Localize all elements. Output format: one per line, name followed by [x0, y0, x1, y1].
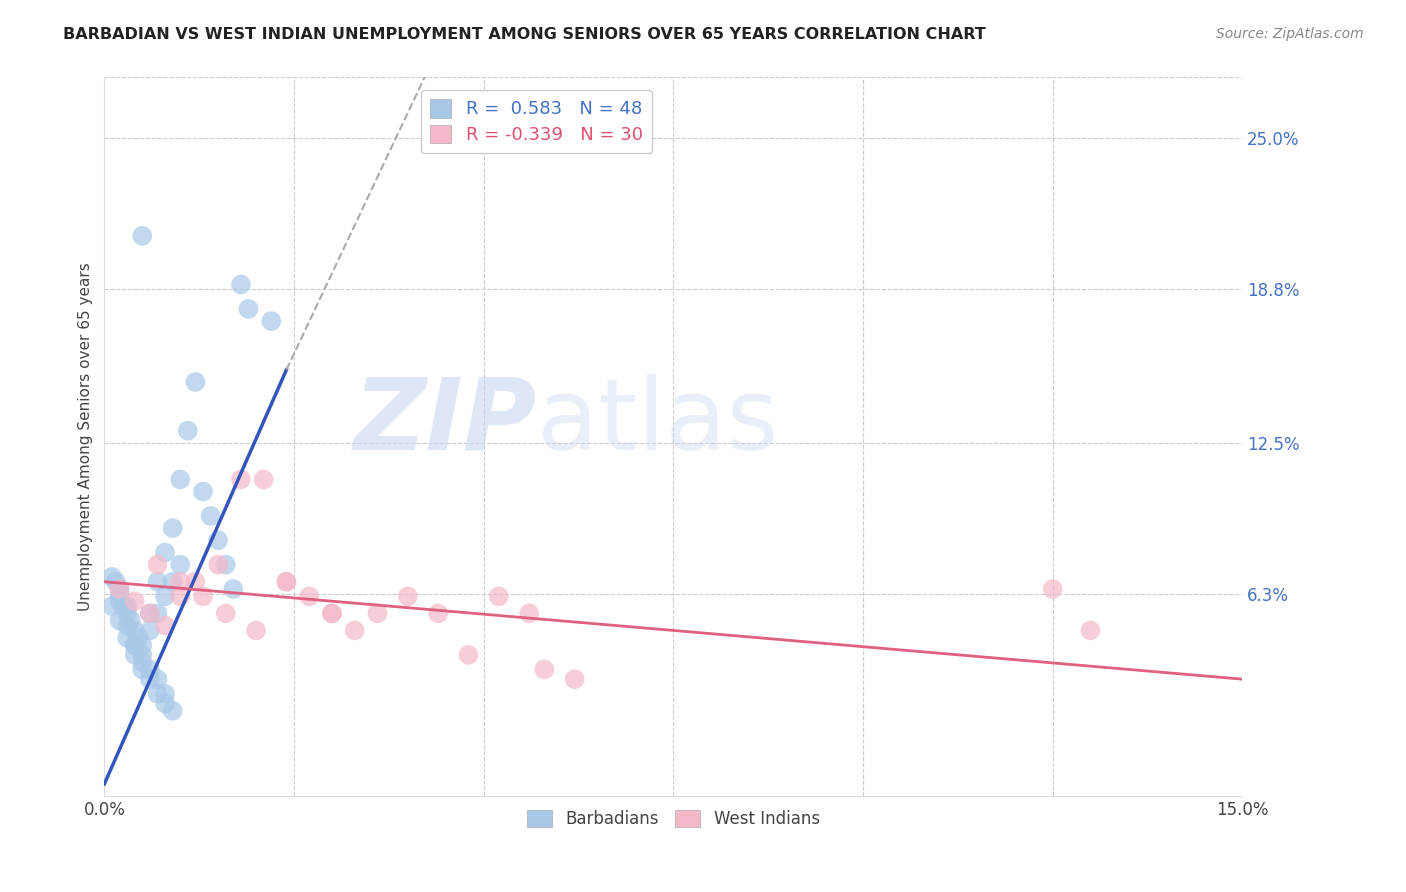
Point: [131, 648, 153, 662]
Point: [162, 704, 184, 718]
Point: [124, 638, 146, 652]
Point: [101, 599, 124, 613]
Point: [108, 582, 131, 596]
Point: [139, 662, 162, 676]
Point: [184, 574, 207, 589]
Point: [162, 574, 184, 589]
Point: [153, 590, 176, 604]
Text: atlas: atlas: [537, 374, 779, 471]
Point: [238, 301, 260, 316]
Point: [124, 648, 146, 662]
Point: [146, 672, 169, 686]
Point: [169, 558, 191, 572]
Point: [253, 472, 276, 486]
Point: [229, 277, 252, 292]
Point: [124, 594, 146, 608]
Point: [366, 607, 388, 621]
Point: [124, 624, 146, 638]
Point: [153, 545, 176, 559]
Point: [1080, 624, 1102, 638]
Point: [115, 631, 138, 645]
Point: [146, 607, 169, 621]
Point: [488, 590, 510, 604]
Point: [131, 638, 153, 652]
Point: [222, 582, 245, 596]
Point: [131, 655, 153, 669]
Point: [115, 618, 138, 632]
Text: BARBADIAN VS WEST INDIAN UNEMPLOYMENT AMONG SENIORS OVER 65 YEARS CORRELATION CH: BARBADIAN VS WEST INDIAN UNEMPLOYMENT AM…: [63, 27, 986, 42]
Point: [101, 570, 124, 584]
Y-axis label: Unemployment Among Seniors over 65 years: Unemployment Among Seniors over 65 years: [79, 262, 93, 611]
Point: [200, 508, 222, 523]
Point: [517, 607, 540, 621]
Point: [564, 672, 586, 686]
Point: [169, 472, 191, 486]
Point: [108, 614, 131, 628]
Point: [321, 607, 343, 621]
Point: [108, 582, 131, 596]
Point: [396, 590, 419, 604]
Point: [146, 558, 169, 572]
Point: [169, 590, 191, 604]
Point: [131, 228, 153, 243]
Point: [191, 484, 214, 499]
Point: [184, 375, 207, 389]
Point: [139, 624, 162, 638]
Point: [533, 662, 555, 676]
Point: [146, 687, 169, 701]
Point: [321, 607, 343, 621]
Point: [276, 574, 298, 589]
Point: [146, 574, 169, 589]
Point: [215, 558, 238, 572]
Point: [115, 599, 138, 613]
Point: [260, 314, 283, 328]
Point: [131, 662, 153, 676]
Point: [229, 472, 252, 486]
Point: [1042, 582, 1064, 596]
Point: [153, 697, 176, 711]
Point: [124, 638, 146, 652]
Point: [177, 424, 200, 438]
Point: [139, 607, 162, 621]
Point: [128, 631, 150, 645]
Point: [191, 590, 214, 604]
Text: Source: ZipAtlas.com: Source: ZipAtlas.com: [1216, 27, 1364, 41]
Point: [245, 624, 267, 638]
Point: [115, 607, 138, 621]
Point: [457, 648, 479, 662]
Legend: Barbadians, West Indians: Barbadians, West Indians: [520, 803, 827, 835]
Point: [139, 672, 162, 686]
Point: [207, 558, 229, 572]
Point: [153, 618, 176, 632]
Point: [153, 687, 176, 701]
Point: [427, 607, 450, 621]
Point: [104, 574, 127, 589]
Point: [139, 607, 162, 621]
Point: [215, 607, 238, 621]
Point: [162, 521, 184, 535]
Point: [169, 574, 191, 589]
Point: [298, 590, 321, 604]
Point: [112, 599, 135, 613]
Point: [343, 624, 366, 638]
Point: [207, 533, 229, 548]
Point: [108, 594, 131, 608]
Point: [120, 614, 142, 628]
Text: ZIP: ZIP: [354, 374, 537, 471]
Point: [276, 574, 298, 589]
Point: [108, 587, 131, 601]
